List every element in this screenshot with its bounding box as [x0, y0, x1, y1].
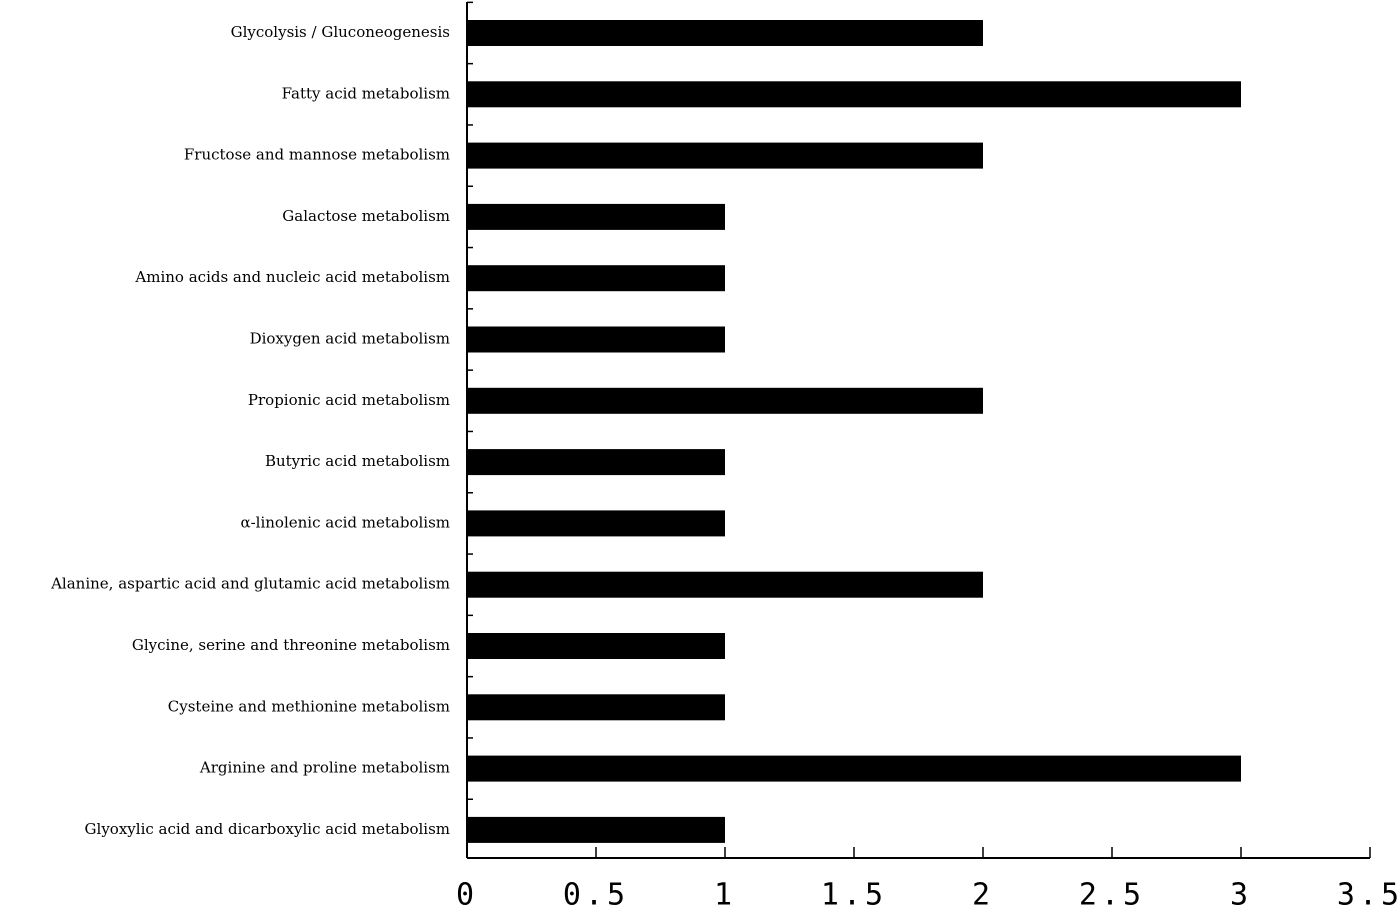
bar — [467, 694, 725, 721]
category-label: Arginine and proline metabolism — [199, 759, 450, 777]
category-label: Butyric acid metabolism — [265, 452, 450, 470]
bar — [467, 20, 983, 46]
x-tick-labels: 0 0.5 1 1.5 2 2.5 3 3.5 — [456, 878, 1400, 913]
category-label: Cysteine and methionine metabolism — [168, 697, 450, 715]
category-label: Fructose and mannose metabolism — [184, 146, 450, 164]
x-tick-label: 0 — [456, 878, 478, 913]
category-label: Glyoxylic acid and dicarboxylic acid met… — [85, 820, 450, 838]
bar — [467, 326, 725, 353]
bar — [467, 449, 725, 476]
category-label: Glycine, serine and threonine metabolism — [132, 636, 450, 654]
x-tick-label: 2.5 — [1079, 878, 1145, 913]
category-label: Glycolysis / Gluconeogenesis — [231, 23, 450, 41]
bar — [467, 633, 725, 659]
x-tick-label: 3 — [1230, 878, 1252, 913]
category-label: Dioxygen acid metabolism — [250, 330, 450, 348]
bar — [467, 81, 1241, 108]
category-labels: Glycolysis / Gluconeogenesis Fatty acid m… — [50, 23, 450, 838]
bar — [467, 571, 983, 598]
category-label: Propionic acid metabolism — [248, 391, 450, 409]
bar — [467, 816, 725, 843]
x-tick-label: 3.5 — [1337, 878, 1400, 913]
bar — [467, 755, 1241, 782]
category-label: Amino acids and nucleic acid metabolism — [134, 268, 450, 286]
x-tick-label: 1.5 — [821, 878, 887, 913]
category-label: Galactose metabolism — [282, 207, 450, 225]
bar — [467, 142, 983, 169]
bar — [467, 510, 725, 537]
x-tick-label: 2 — [972, 878, 994, 913]
bars-layer — [467, 20, 1241, 843]
y-ticks — [467, 1, 473, 800]
category-label: Alanine, aspartic acid and glutamic acid… — [50, 575, 450, 593]
axes-layer — [466, 2, 1370, 859]
category-label: α-linolenic acid metabolism — [240, 513, 450, 531]
x-ticks — [466, 847, 1371, 858]
x-tick-label: 1 — [714, 878, 736, 913]
bar — [467, 387, 983, 414]
category-label: Fatty acid metabolism — [282, 84, 450, 102]
bar — [467, 265, 725, 292]
bar — [467, 203, 725, 230]
x-tick-label: 0.5 — [563, 878, 629, 913]
